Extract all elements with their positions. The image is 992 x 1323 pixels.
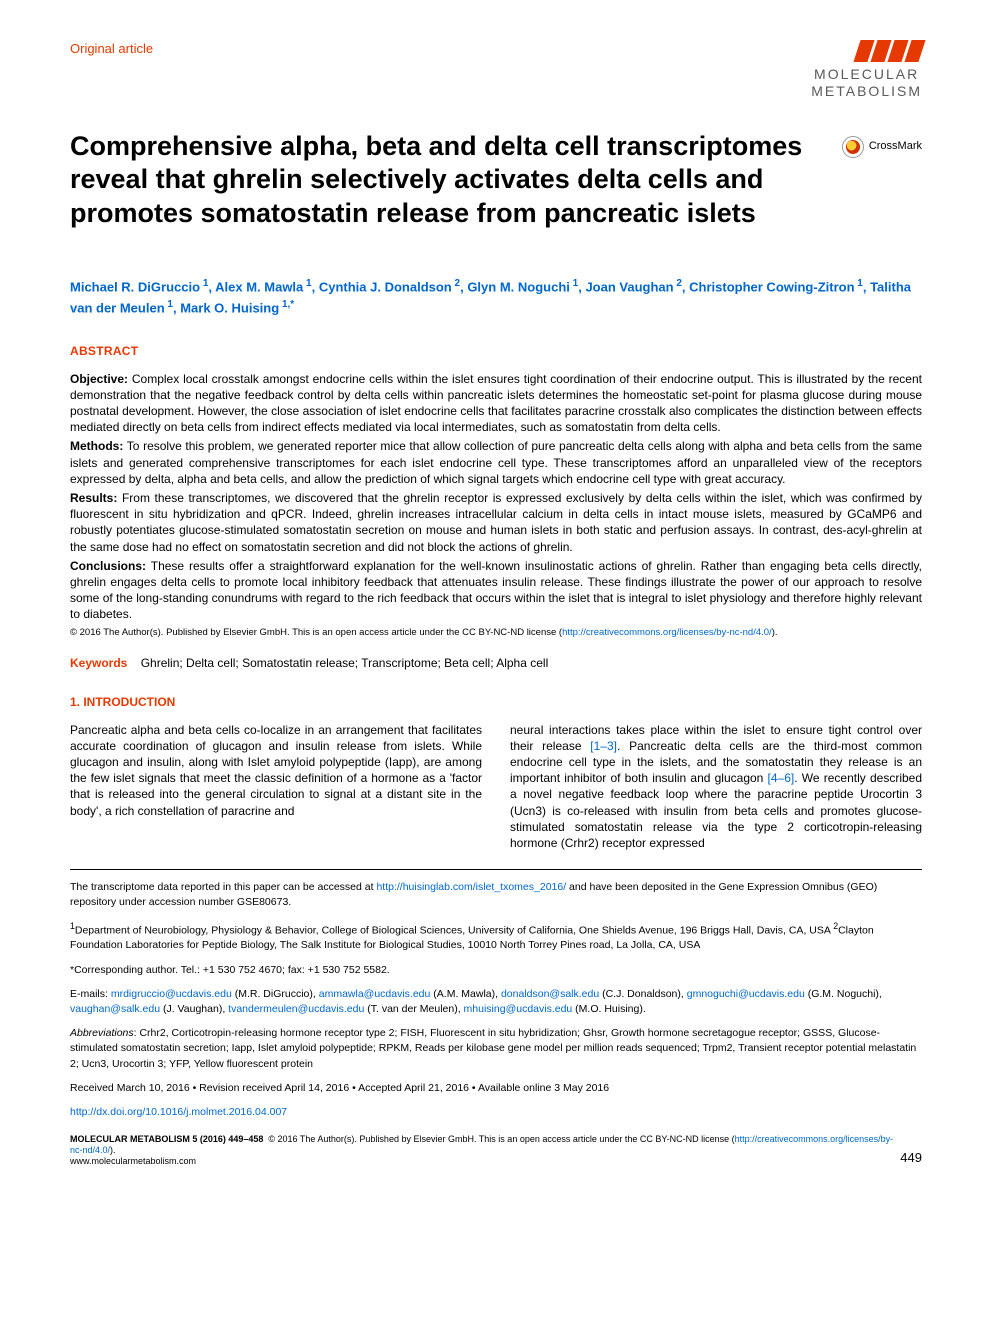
abbreviations: Abbreviations: Crhr2, Corticotropin-rele… xyxy=(70,1026,922,1072)
data-repo-link[interactable]: http://huisinglab.com/islet_txomes_2016/ xyxy=(376,881,566,893)
author-list: Michael R. DiGruccio 1, Alex M. Mawla 1,… xyxy=(70,276,922,318)
page-header: Original article MOLECULAR METABOLISM xyxy=(70,40,922,100)
corresponding-author: *Corresponding author. Tel.: +1 530 752 … xyxy=(70,963,922,978)
crossmark-badge[interactable]: CrossMark xyxy=(842,136,922,158)
conclusions-text: These results offer a straightforward ex… xyxy=(70,559,922,622)
conclusions-label: Conclusions: xyxy=(70,559,146,573)
journal-logo: MOLECULAR METABOLISM xyxy=(811,40,922,100)
citation-link[interactable]: [1–3] xyxy=(590,739,617,753)
doi-link[interactable]: http://dx.doi.org/10.1016/j.molmet.2016.… xyxy=(70,1106,287,1118)
abstract-body: Objective: Complex local crosstalk among… xyxy=(70,371,922,640)
email-link[interactable]: mhuising@ucdavis.edu xyxy=(464,1003,573,1015)
intro-col-right: neural interactions takes place within t… xyxy=(510,722,922,852)
email-link[interactable]: vaughan@salk.edu xyxy=(70,1003,160,1015)
affiliations: 1Department of Neurobiology, Physiology … xyxy=(70,920,922,954)
footer-site: www.molecularmetabolism.com xyxy=(70,1156,196,1166)
logo-text-line2: METABOLISM xyxy=(811,83,922,100)
copyright-line: © 2016 The Author(s). Published by Elsev… xyxy=(70,627,922,640)
methods-text: To resolve this problem, we generated re… xyxy=(70,439,922,485)
article-title: Comprehensive alpha, beta and delta cell… xyxy=(70,130,822,231)
results-text: From these transcriptomes, we discovered… xyxy=(70,491,922,554)
email-link[interactable]: donaldson@salk.edu xyxy=(501,988,599,1000)
footnotes: The transcriptome data reported in this … xyxy=(70,880,922,1120)
page-footer: MOLECULAR METABOLISM 5 (2016) 449–458 © … xyxy=(70,1134,922,1166)
logo-bars-icon xyxy=(811,40,922,62)
footer-citation: MOLECULAR METABOLISM 5 (2016) 449–458 © … xyxy=(70,1134,900,1166)
page-number: 449 xyxy=(900,1149,922,1167)
logo-text-line1: MOLECULAR xyxy=(811,66,922,83)
article-dates: Received March 10, 2016 • Revision recei… xyxy=(70,1081,922,1096)
objective-label: Objective: xyxy=(70,372,128,386)
results-label: Results: xyxy=(70,491,117,505)
license-link[interactable]: http://creativecommons.org/licenses/by-n… xyxy=(562,627,772,638)
crossmark-icon xyxy=(842,136,864,158)
intro-head: 1. INTRODUCTION xyxy=(70,694,922,710)
methods-label: Methods: xyxy=(70,439,123,453)
intro-columns: Pancreatic alpha and beta cells co-local… xyxy=(70,722,922,852)
article-type: Original article xyxy=(70,40,153,58)
email-link[interactable]: tvandermeulen@ucdavis.edu xyxy=(228,1003,364,1015)
emails-line: E-mails: mrdigruccio@ucdavis.edu (M.R. D… xyxy=(70,987,922,1017)
divider xyxy=(70,869,922,870)
objective-text: Complex local crosstalk amongst endocrin… xyxy=(70,372,922,435)
keywords-label: Keywords xyxy=(70,656,127,670)
title-row: Comprehensive alpha, beta and delta cell… xyxy=(70,130,922,231)
email-link[interactable]: mrdigruccio@ucdavis.edu xyxy=(111,988,232,1000)
email-link[interactable]: ammawla@ucdavis.edu xyxy=(319,988,431,1000)
abstract-head: ABSTRACT xyxy=(70,343,922,359)
keywords-row: Keywords Ghrelin; Delta cell; Somatostat… xyxy=(70,655,922,671)
data-availability: The transcriptome data reported in this … xyxy=(70,880,922,910)
intro-col-left: Pancreatic alpha and beta cells co-local… xyxy=(70,722,482,852)
citation-link[interactable]: [4–6] xyxy=(768,771,795,785)
email-link[interactable]: gmnoguchi@ucdavis.edu xyxy=(687,988,805,1000)
crossmark-label: CrossMark xyxy=(869,139,922,154)
keywords-text: Ghrelin; Delta cell; Somatostatin releas… xyxy=(141,656,549,670)
